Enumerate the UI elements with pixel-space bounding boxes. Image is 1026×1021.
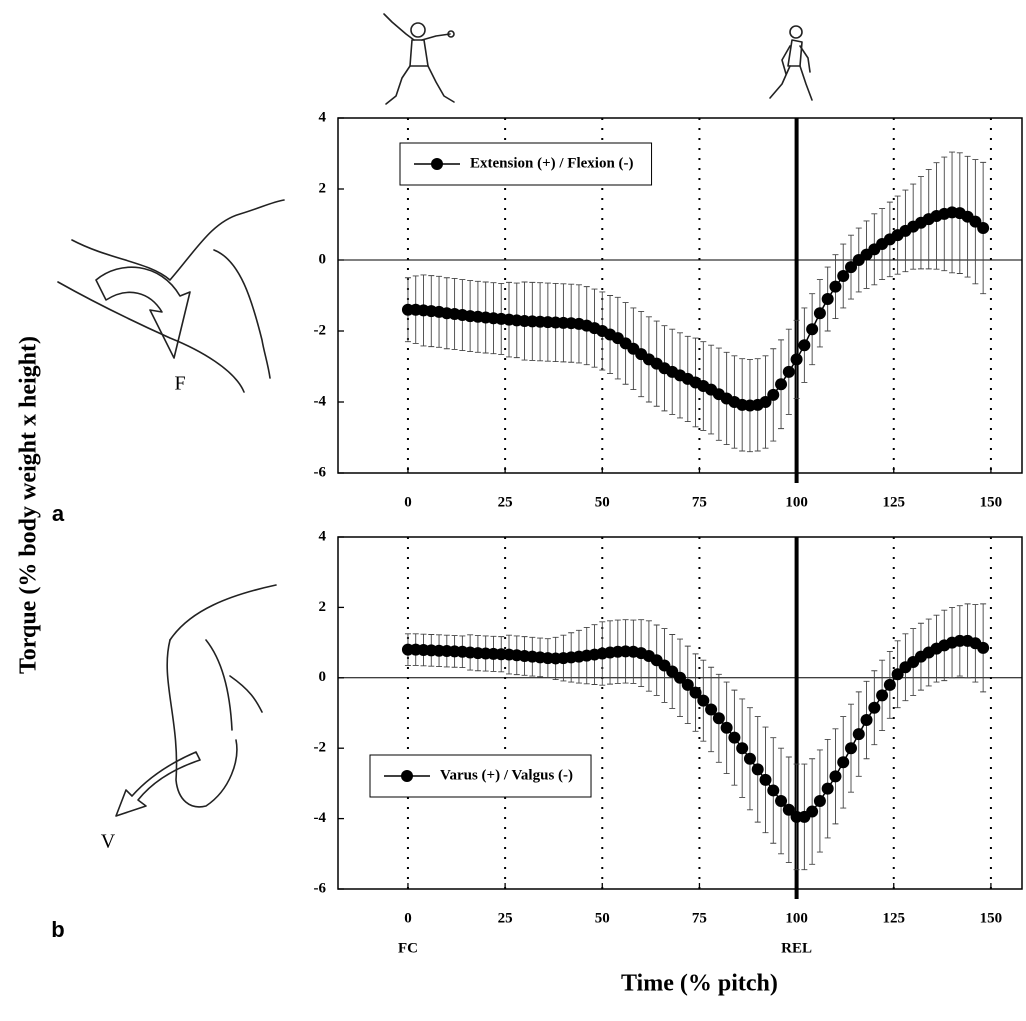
data-point <box>759 396 772 408</box>
data-point <box>829 280 842 293</box>
legend-marker <box>401 770 413 782</box>
data-point <box>751 763 764 776</box>
data-point <box>705 703 718 716</box>
data-point <box>674 671 686 684</box>
x-tick-label: 50 <box>595 494 610 510</box>
y-tick-label: 4 <box>319 528 327 544</box>
data-point <box>806 323 819 336</box>
flexion-arrow-label: F <box>174 373 185 395</box>
data-point <box>829 770 842 783</box>
data-point <box>775 378 788 391</box>
arm-varus-sketch <box>115 584 277 817</box>
legend-marker <box>431 158 443 170</box>
y-tick-label: -2 <box>314 740 327 756</box>
pitcher-release-sketch <box>769 25 813 101</box>
data-point <box>736 742 749 755</box>
x-tick-label: 125 <box>883 910 906 926</box>
y-tick-label: -6 <box>314 464 327 480</box>
data-point <box>767 784 780 797</box>
data-point <box>891 668 904 681</box>
y-tick-label: 0 <box>319 251 327 267</box>
x-tick-label: 150 <box>980 910 1003 926</box>
data-point <box>852 728 865 741</box>
data-point <box>681 678 694 691</box>
data-point <box>860 714 873 727</box>
panel-label: b <box>51 917 64 942</box>
data-point <box>782 803 795 816</box>
data-point <box>845 742 857 755</box>
event-label: FC <box>398 940 418 956</box>
y-tick-label: 2 <box>319 599 327 615</box>
data-point <box>813 307 826 320</box>
event-label: REL <box>781 940 812 956</box>
data-point <box>837 756 850 769</box>
y-tick-label: -4 <box>314 393 327 409</box>
data-point <box>813 795 826 807</box>
data-point <box>712 712 725 725</box>
y-axis-label: Torque (% body weight x height) <box>16 336 42 674</box>
y-tick-label: 2 <box>319 180 327 196</box>
data-point <box>876 689 889 702</box>
plot-frame <box>337 117 1023 474</box>
x-tick-label: 100 <box>785 494 808 510</box>
x-tick-label: 25 <box>498 494 513 510</box>
y-tick-label: -2 <box>314 322 327 338</box>
y-tick-label: -4 <box>314 810 327 826</box>
varus-arrow-label: V <box>101 831 116 853</box>
data-point <box>720 721 733 734</box>
data-point <box>806 805 819 818</box>
x-tick-label: 75 <box>692 910 707 926</box>
data-point <box>837 269 850 282</box>
pitcher-foot-contact-sketch <box>383 13 455 105</box>
x-axis-label: Time (% pitch) <box>621 971 778 997</box>
y-tick-label: 4 <box>319 109 327 125</box>
x-tick-label: 0 <box>404 494 412 510</box>
legend-label: Varus (+) / Valgus (-) <box>440 767 573 783</box>
x-tick-label: 150 <box>980 494 1003 510</box>
x-tick-label: 50 <box>595 910 610 926</box>
data-point <box>759 773 772 786</box>
y-tick-label: -6 <box>314 880 327 896</box>
data-point <box>821 782 834 795</box>
data-point <box>977 641 990 654</box>
y-tick-label: 0 <box>319 669 327 685</box>
data-point <box>977 222 990 235</box>
data-point <box>821 293 834 306</box>
data-point <box>883 678 896 691</box>
data-point <box>743 752 756 765</box>
data-point <box>798 339 811 352</box>
data-point <box>790 353 803 366</box>
data-point <box>689 686 702 699</box>
data-point <box>775 795 788 807</box>
data-point <box>782 365 795 378</box>
panel-label: a <box>52 501 65 526</box>
x-tick-label: 75 <box>692 494 707 510</box>
data-point <box>728 731 741 744</box>
data-point <box>697 694 710 707</box>
x-tick-label: 25 <box>498 910 513 926</box>
x-tick-label: 125 <box>883 494 906 510</box>
plot-frame <box>337 536 1023 890</box>
x-tick-label: 100 <box>785 910 808 926</box>
legend-label: Extension (+) / Flexion (-) <box>470 155 634 171</box>
data-point <box>767 388 780 401</box>
x-tick-label: 0 <box>404 910 412 926</box>
data-point <box>868 701 881 714</box>
data-point <box>845 261 857 274</box>
arm-flexion-sketch <box>57 199 285 393</box>
